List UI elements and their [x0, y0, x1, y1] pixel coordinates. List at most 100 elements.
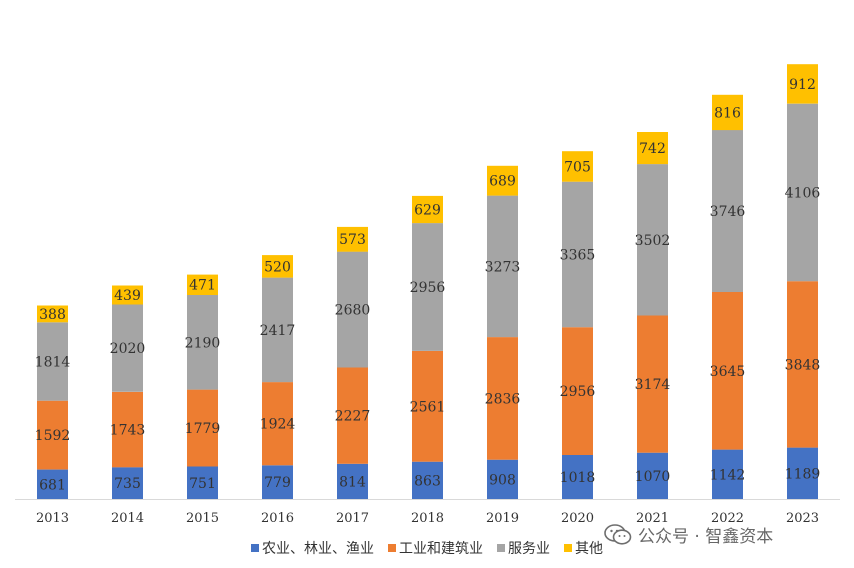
data-label-industry-2016: 1924 [260, 417, 296, 433]
data-label-agriculture-2019: 908 [489, 472, 516, 488]
bar-segment-agriculture-2018 [412, 461, 443, 499]
data-label-agriculture-2022: 1142 [710, 467, 746, 483]
data-label-other-2021: 742 [639, 141, 666, 157]
wechat-icon [604, 523, 632, 546]
bar-segment-services-2016 [262, 277, 293, 383]
bar-segment-industry-2018 [412, 351, 443, 462]
data-label-other-2016: 520 [264, 259, 291, 275]
legend-label-other: 其他 [575, 541, 603, 557]
data-label-agriculture-2023: 1189 [785, 466, 821, 482]
data-label-agriculture-2016: 779 [264, 475, 291, 491]
bar-segment-agriculture-2020 [562, 455, 593, 499]
data-label-industry-2023: 3848 [785, 357, 821, 373]
x-tick-label-2019: 2019 [486, 511, 519, 526]
legend-swatch-services [497, 544, 505, 552]
bar-segment-other-2019 [487, 165, 518, 196]
x-tick-label-2016: 2016 [261, 511, 294, 526]
bar-segment-services-2023 [787, 103, 818, 282]
x-tick-label-2021: 2021 [636, 511, 669, 526]
data-label-other-2019: 689 [489, 174, 516, 190]
x-tick-label-2013: 2013 [36, 511, 69, 526]
watermark-text: 公众号 · 智鑫资本 [638, 527, 774, 547]
data-label-industry-2019: 2836 [485, 391, 521, 407]
data-label-other-2015: 471 [189, 278, 216, 294]
bar-segment-agriculture-2023 [787, 447, 818, 499]
bar-segment-industry-2021 [637, 315, 668, 453]
data-label-other-2018: 629 [414, 203, 441, 219]
bars-layer: 681 1592 1814 388 735 1743 2020 439 751 1779 2190 4… [35, 64, 821, 499]
data-label-other-2022: 816 [714, 105, 741, 121]
bar-segment-agriculture-2021 [637, 452, 668, 499]
data-label-services-2015: 2190 [185, 335, 221, 351]
legend: 农业、林业、渔业 工业和建筑业 服务业 其他 [0, 536, 854, 560]
data-label-other-2014: 439 [114, 288, 141, 304]
data-label-services-2014: 2020 [110, 341, 146, 357]
legend-item-industry: 工业和建筑业 [388, 538, 483, 558]
bar-segment-agriculture-2017 [337, 463, 368, 499]
bar-segment-agriculture-2015 [187, 466, 218, 499]
bar-segment-services-2015 [187, 294, 218, 390]
bar-segment-industry-2020 [562, 327, 593, 455]
data-label-services-2022: 3746 [710, 204, 746, 220]
bar-segment-other-2015 [187, 274, 218, 295]
data-label-services-2023: 4106 [785, 185, 821, 201]
x-tick-labels: 2013 2014 2015 2016 2017 2018 2019 2020 2021 2022… [36, 511, 819, 526]
legend-item-other: 其他 [564, 538, 603, 558]
bar-segment-other-2017 [337, 226, 368, 252]
legend-label-industry: 工业和建筑业 [399, 541, 483, 557]
x-tick-label-2018: 2018 [411, 511, 444, 526]
data-label-services-2013: 1814 [35, 355, 71, 371]
bar-segment-other-2014 [112, 285, 143, 305]
data-label-agriculture-2014: 735 [114, 476, 141, 492]
x-tick-label-2017: 2017 [336, 511, 369, 526]
bar-segment-other-2022 [712, 94, 743, 131]
bar-segment-agriculture-2016 [262, 465, 293, 499]
data-label-agriculture-2018: 863 [414, 473, 441, 489]
data-label-industry-2021: 3174 [635, 377, 671, 393]
legend-label-agriculture: 农业、林业、渔业 [262, 541, 374, 557]
x-tick-label-2022: 2022 [711, 511, 744, 526]
data-label-agriculture-2020: 1018 [560, 470, 596, 486]
data-label-other-2013: 388 [39, 307, 66, 323]
bar-segment-other-2023 [787, 64, 818, 104]
bar-segment-industry-2014 [112, 391, 143, 468]
data-label-services-2019: 3273 [485, 259, 521, 275]
bar-segment-other-2013 [37, 305, 68, 323]
data-label-industry-2022: 3645 [710, 364, 746, 380]
data-label-other-2023: 912 [789, 77, 816, 93]
bar-segment-industry-2016 [262, 382, 293, 466]
bar-segment-agriculture-2013 [37, 469, 68, 499]
legend-item-agriculture: 农业、林业、渔业 [251, 538, 374, 558]
legend-label-services: 服务业 [508, 541, 550, 557]
bar-segment-industry-2022 [712, 292, 743, 450]
data-label-services-2016: 2417 [260, 323, 296, 339]
data-label-services-2021: 3502 [635, 233, 671, 249]
legend-swatch-agriculture [251, 544, 259, 552]
bar-segment-industry-2019 [487, 337, 518, 460]
legend-item-services: 服务业 [497, 538, 550, 558]
bar-segment-other-2021 [637, 132, 668, 165]
bar-segment-services-2018 [412, 223, 443, 351]
bar-segment-industry-2023 [787, 281, 818, 448]
bar-segment-services-2013 [37, 322, 68, 401]
bar-segment-other-2016 [262, 255, 293, 278]
data-label-other-2017: 573 [339, 232, 366, 248]
bar-segment-services-2014 [112, 304, 143, 392]
data-label-industry-2020: 2956 [560, 384, 596, 400]
x-tick-label-2020: 2020 [561, 511, 594, 526]
data-label-industry-2013: 1592 [35, 428, 71, 444]
bar-segment-agriculture-2022 [712, 449, 743, 499]
bar-segment-industry-2017 [337, 367, 368, 464]
bar-segment-agriculture-2019 [487, 459, 518, 499]
x-tick-label-2023: 2023 [786, 511, 819, 526]
bar-segment-services-2022 [712, 130, 743, 292]
data-label-services-2020: 3365 [560, 247, 596, 263]
data-label-industry-2017: 2227 [335, 409, 371, 425]
data-label-industry-2018: 2561 [410, 399, 446, 415]
bar-segment-services-2020 [562, 181, 593, 328]
bar-segment-industry-2015 [187, 389, 218, 467]
bar-segment-other-2018 [412, 195, 443, 224]
data-label-other-2020: 705 [564, 159, 591, 175]
bar-segment-services-2017 [337, 251, 368, 368]
